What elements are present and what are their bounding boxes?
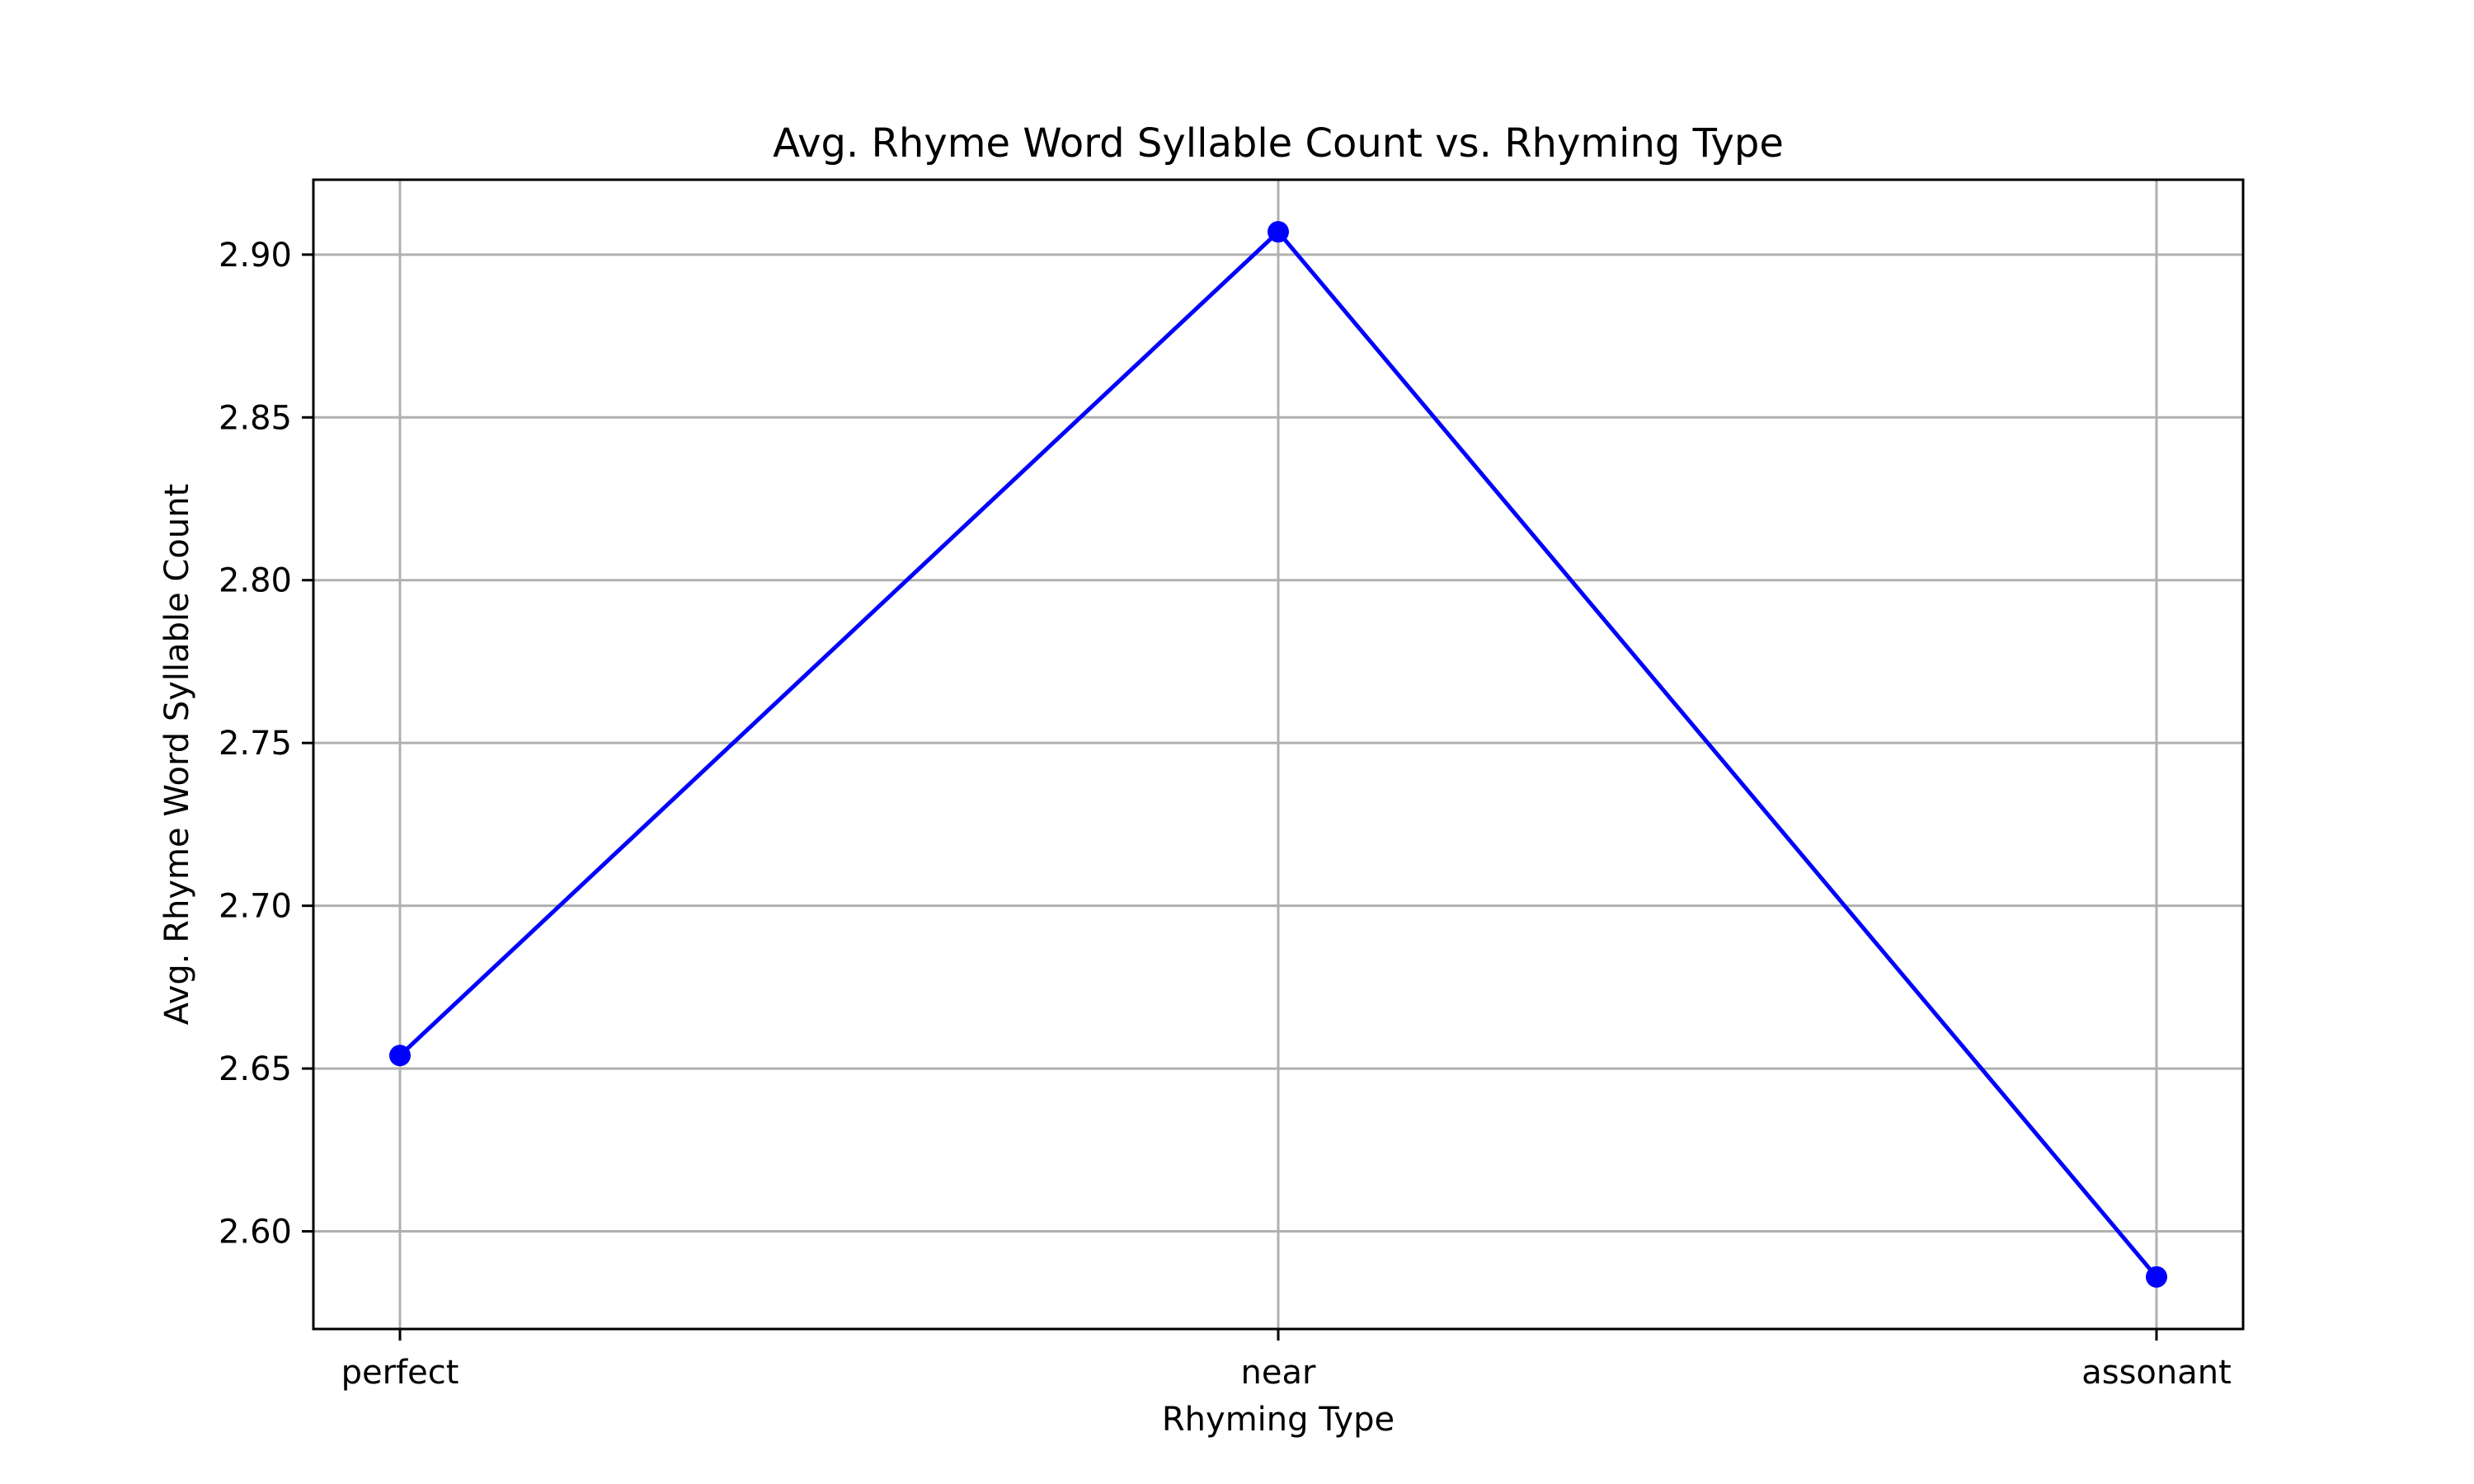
x-tick-label: perfect [341, 1354, 459, 1392]
y-tick-label: 2.80 [219, 562, 292, 600]
series-layer [389, 221, 2167, 1288]
y-tick-label: 2.70 [219, 888, 292, 926]
y-tick-label: 2.75 [219, 725, 292, 763]
x-tick-label: near [1241, 1354, 1316, 1392]
tick-layer: perfect near assonant 2.60 2.65 2.70 2.75 2.80 2… [219, 237, 2232, 1392]
y-tick-label: 2.85 [219, 399, 292, 437]
grid-layer [313, 180, 2243, 1329]
chart-title: Avg. Rhyme Word Syllable Count vs. Rhymi… [773, 120, 1784, 167]
x-axis-label: Rhyming Type [1162, 1401, 1395, 1439]
y-axis-label: Avg. Rhyme Word Syllable Count [158, 484, 196, 1026]
data-point-near [1268, 221, 1289, 243]
data-point-perfect [389, 1045, 411, 1067]
x-tick-label: assonant [2081, 1354, 2232, 1392]
y-tick-label: 2.65 [219, 1050, 292, 1088]
data-point-assonant [2146, 1266, 2167, 1288]
y-tick-label: 2.60 [219, 1214, 292, 1252]
y-tick-label: 2.90 [219, 237, 292, 275]
